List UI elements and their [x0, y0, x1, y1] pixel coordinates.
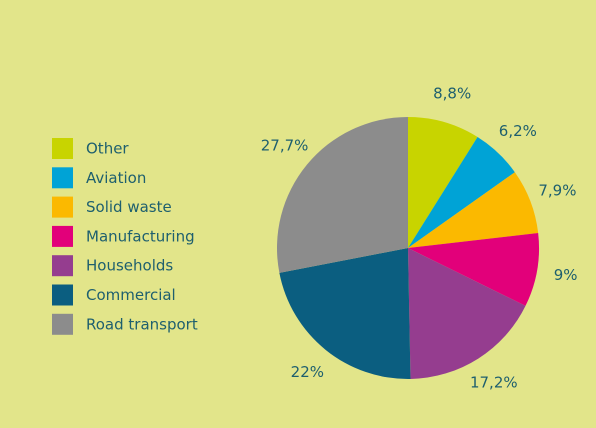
data-label: 6,2%: [499, 122, 537, 140]
legend-label: Manufacturing: [86, 227, 195, 245]
legend-swatch: [52, 284, 73, 306]
pie-slice: [408, 136, 515, 248]
legend-swatch: [52, 255, 73, 277]
legend-label: Road transport: [86, 315, 198, 333]
data-label: 17,2%: [470, 374, 518, 392]
data-label: 22%: [291, 363, 324, 381]
data-label: 27,7%: [261, 137, 309, 155]
legend-swatch: [52, 225, 73, 247]
data-label: 8,8%: [433, 85, 471, 103]
data-label: 7,9%: [538, 181, 576, 199]
legend-swatch: [52, 196, 73, 218]
pie-slice: [276, 117, 408, 273]
legend-label: Solid waste: [86, 198, 172, 216]
legend-label: Aviation: [86, 169, 146, 187]
data-label: 9%: [554, 266, 578, 284]
legend-swatch: [52, 138, 73, 159]
legend-swatch: [52, 313, 73, 335]
pie-slice: [408, 233, 539, 306]
legend-label: Commercial: [86, 286, 176, 304]
legend-label: Households: [86, 257, 173, 275]
pie-slice: [408, 248, 526, 379]
legend-label: Other: [86, 140, 129, 158]
pie-slice: [279, 248, 411, 379]
pie-slice: [408, 117, 478, 248]
pie-slice: [408, 172, 539, 248]
legend-swatch: [52, 167, 73, 189]
